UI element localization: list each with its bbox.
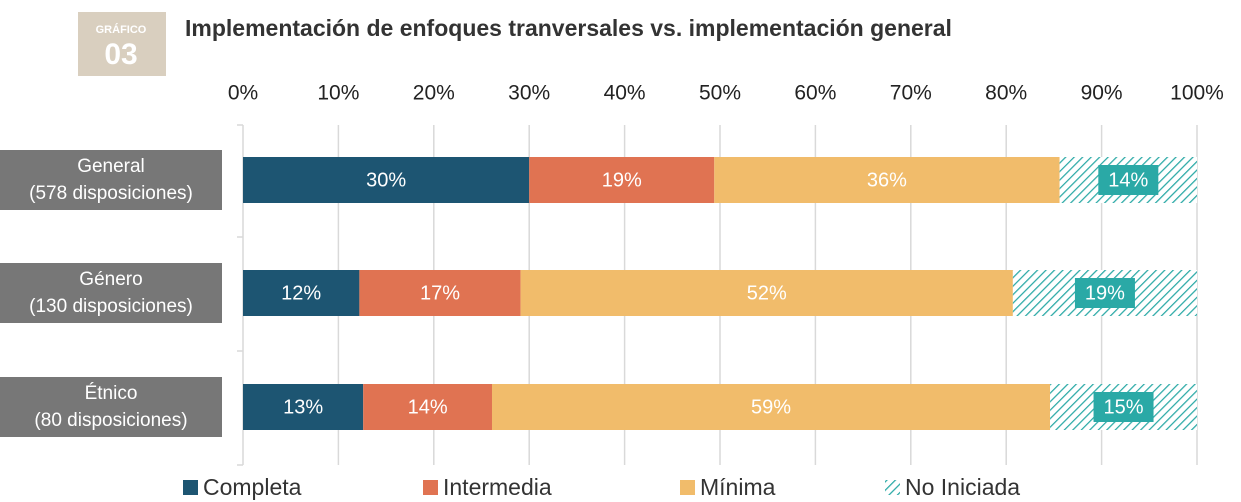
legend-swatch [885, 480, 900, 495]
category-label: Género (130 disposiciones) [0, 263, 222, 323]
bar-segment [359, 270, 521, 316]
legend-label: No Iniciada [905, 474, 1020, 500]
legend-label: Intermedia [443, 474, 552, 500]
category-label: General (578 disposiciones) [0, 150, 222, 210]
bar-segment [714, 157, 1060, 203]
legend-swatch [680, 480, 695, 495]
legend-label: Mínima [700, 474, 776, 500]
x-tick-label: 90% [1081, 82, 1123, 105]
bar-segment [529, 157, 715, 203]
x-tick-label: 0% [228, 82, 258, 105]
badge [78, 12, 166, 76]
x-tick-label: 40% [604, 82, 646, 105]
data-label: 19% [1085, 282, 1125, 304]
x-tick-label: 20% [413, 82, 455, 105]
bar-segment [491, 384, 1051, 430]
data-label: 17% [420, 282, 460, 304]
x-tick-label: 10% [317, 82, 359, 105]
bar-segment [243, 157, 530, 203]
data-label: 14% [408, 396, 448, 418]
x-tick-label: 60% [794, 82, 836, 105]
data-label: 12% [281, 282, 321, 304]
data-label: 13% [283, 396, 323, 418]
chart-title: Implementación de enfoques tranversales … [185, 15, 952, 41]
bar-segment [243, 384, 364, 430]
data-label: 59% [751, 396, 791, 418]
label-box [1074, 278, 1135, 308]
x-tick-label: 80% [985, 82, 1027, 105]
label-box [1093, 392, 1154, 422]
data-label: 14% [1108, 169, 1148, 191]
x-tick-label: 30% [508, 82, 550, 105]
data-label: 30% [366, 169, 406, 191]
bar-segment [243, 270, 360, 316]
bar-segment [363, 384, 492, 430]
data-label: 19% [602, 169, 642, 191]
badge-label: GRÁFICO [96, 23, 147, 36]
x-tick-label: 70% [890, 82, 932, 105]
data-label: 36% [867, 169, 907, 191]
legend-swatch [183, 480, 198, 495]
legend-label: Completa [203, 474, 302, 500]
x-tick-label: 50% [699, 82, 741, 105]
bar-segment [520, 270, 1013, 316]
label-box [1098, 165, 1159, 195]
x-tick-label: 100% [1170, 82, 1224, 105]
badge-number: 03 [104, 38, 137, 71]
data-label: 15% [1104, 396, 1144, 418]
category-label: Étnico (80 disposiciones) [0, 377, 222, 437]
data-label: 52% [747, 282, 787, 304]
legend-swatch [423, 480, 438, 495]
